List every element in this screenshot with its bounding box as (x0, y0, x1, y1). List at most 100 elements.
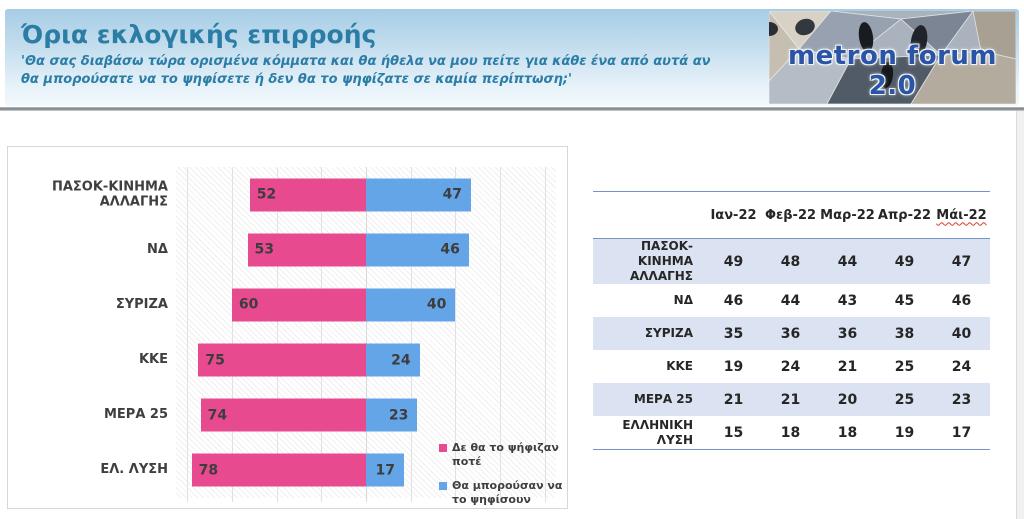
logo-mosaic-image (769, 11, 1016, 104)
bar-could-vote: 46 (366, 233, 469, 267)
bar-pair: 74 23 (176, 398, 556, 432)
chart-row: ΠΑΣΟΚ-ΚΙΝΗΜΑ ΑΛΛΑΓΗΣ 52 47 (8, 167, 556, 222)
table-party-label: ΝΔ (673, 293, 693, 307)
chart-row: ΕΛ. ΛΥΣΗ 78 17 (8, 443, 556, 498)
header-text: Όρια εκλογικής επιρροής 'Θα σας διαβάσω … (21, 20, 751, 88)
bar-pair: 52 47 (176, 178, 556, 212)
table-value-cell: 49 (723, 253, 744, 270)
chart-category-label: ΠΑΣΟΚ-ΚΙΝΗΜΑ ΑΛΛΑΓΗΣ (51, 178, 168, 210)
bar-never-vote: 75 (198, 343, 366, 377)
table-value-cell: 25 (894, 358, 915, 375)
bar-could-vote: 23 (366, 398, 418, 432)
gridline (321, 167, 323, 502)
chart-row: ΣΥΡΙΖΑ 60 40 (8, 277, 556, 332)
gridline (187, 167, 189, 502)
table-value-cell: 21 (780, 391, 801, 408)
plot-area (176, 167, 556, 502)
gridline (455, 167, 457, 502)
table-value-cell: 19 (723, 358, 744, 375)
table-value-cell: 49 (894, 253, 915, 270)
table-value-cell: 24 (780, 358, 801, 375)
bar-never-vote: 78 (191, 453, 366, 487)
table-value-cell: 47 (951, 253, 972, 270)
table-row: ΝΔ 46 44 43 45 46 (593, 284, 990, 317)
table-value-cell: 17 (951, 424, 972, 441)
gridline (544, 167, 546, 502)
legend-label: Θα μπορούσαν να το ψηφίσουν (452, 478, 563, 506)
legend-label: Δε θα το ψήφιζαν ποτέ (452, 441, 559, 469)
table-row: ΣΥΡΙΖΑ 35 36 36 38 40 (593, 317, 990, 350)
chart-category-label: ΜΕΡΑ 25 (103, 407, 168, 423)
bar-value-label: 47 (442, 186, 463, 203)
table-value-cell: 18 (837, 424, 858, 441)
bar-could-vote: 40 (366, 288, 456, 322)
chart-row: ΜΕΡΑ 25 74 23 (8, 388, 556, 443)
gridline (500, 167, 502, 502)
bar-value-label: 24 (391, 352, 411, 369)
table-value-cell: 44 (780, 292, 801, 309)
table-row: ΠΑΣΟΚ-ΚΙΝΗΜΑ ΑΛΛΑΓΗΣ 49 48 44 49 47 (593, 239, 990, 284)
table-value-cell: 23 (951, 391, 972, 408)
table-value-cell: 36 (780, 325, 801, 342)
table-value-cell: 25 (894, 391, 915, 408)
bar-value-label: 60 (238, 296, 259, 313)
table-value-cell: 21 (837, 358, 858, 375)
table-value-cell: 46 (723, 292, 744, 309)
bar-pair: 53 46 (176, 233, 556, 267)
page-right-margin (1016, 111, 1024, 519)
bar-could-vote: 24 (366, 343, 420, 377)
bar-pair: 75 24 (176, 343, 556, 377)
table-value-cell: 43 (837, 292, 858, 309)
axis-center-line (366, 167, 367, 502)
bar-never-vote: 53 (247, 233, 366, 267)
bar-never-vote: 52 (249, 178, 366, 212)
bar-value-label: 17 (375, 462, 395, 479)
bar-chart: ΠΑΣΟΚ-ΚΙΝΗΜΑ ΑΛΛΑΓΗΣ 52 47 ΝΔ 53 46 ΣΥΡΙΖΑ 60 40… (8, 167, 556, 498)
metron-forum-logo: metron forum 2.0 (769, 11, 1016, 104)
gridline (410, 167, 412, 502)
table-month-header: Μάι-22 (936, 207, 987, 223)
survey-question-line1: 'Θα σας διαβάσω τώρα ορισμένα κόμματα κα… (21, 54, 711, 69)
bar-value-label: 75 (205, 352, 225, 369)
gridline (276, 167, 278, 502)
table-value-cell: 15 (723, 424, 744, 441)
table-month-header: Μαρ-22 (820, 207, 875, 223)
table-value-cell: 19 (894, 424, 915, 441)
table-value-cell: 20 (837, 391, 858, 408)
bar-value-label: 53 (254, 241, 275, 258)
legend-swatch-blue (439, 481, 447, 490)
table-party-label: ΚΚΕ (666, 359, 693, 373)
bar-value-label: 46 (440, 241, 460, 258)
table-value-cell: 36 (837, 325, 858, 342)
legend-item-could-vote: Θα μπορούσαν να το ψηφίσουν (439, 479, 567, 508)
chart-panel: ΠΑΣΟΚ-ΚΙΝΗΜΑ ΑΛΛΑΓΗΣ 52 47 ΝΔ 53 46 ΣΥΡΙΖΑ 60 40… (7, 146, 568, 509)
table-month-header: Φεβ-22 (764, 207, 817, 223)
bar-value-label: 23 (388, 407, 409, 424)
bar-value-label: 40 (426, 296, 447, 313)
table-month-header: Απρ-22 (877, 207, 932, 223)
bar-pair: 60 40 (176, 288, 556, 322)
survey-question: 'Θα σας διαβάσω τώρα ορισμένα κόμματα κα… (21, 53, 751, 88)
table-value-cell: 40 (951, 325, 972, 342)
bar-value-label: 78 (198, 462, 219, 479)
table-party-label: ΠΑΣΟΚ-ΚΙΝΗΜΑ ΑΛΛΑΓΗΣ (629, 239, 693, 283)
survey-question-line2: θα μπορούσατε να το ψηφίσετε ή δεν θα το… (21, 71, 573, 87)
table-row: ΕΛΛΗΝΙΚΗ ΛΥΣΗ 15 18 18 19 17 (593, 416, 990, 449)
chart-category-label: ΕΛ. ΛΥΣΗ (100, 462, 168, 478)
table-month-header: Ιαν-22 (710, 207, 757, 223)
bar-value-label: 74 (207, 407, 228, 424)
table-value-cell: 18 (780, 424, 801, 441)
page-title: Όρια εκλογικής επιρροής (21, 20, 377, 49)
table-party-label: ΕΛΛΗΝΙΚΗ ΛΥΣΗ (622, 417, 693, 447)
header: Όρια εκλογικής επιρροής 'Θα σας διαβάσω … (5, 9, 1019, 106)
table-header-row: Ιαν-22 Φεβ-22 Μαρ-22 Απρ-22 Μάι-22 (593, 192, 990, 239)
table-value-cell: 38 (894, 325, 915, 342)
chart-legend: Δε θα το ψήφιζαν ποτέ Θα μπορούσαν να το… (439, 441, 567, 516)
bar-could-vote: 17 (366, 453, 404, 487)
bar-never-vote: 60 (231, 288, 366, 322)
logo-wordmark: metron forum 2.0 (788, 41, 997, 101)
chart-category-label: ΝΔ (147, 241, 168, 257)
bar-could-vote: 47 (366, 178, 472, 212)
table-value-cell: 46 (951, 292, 972, 309)
